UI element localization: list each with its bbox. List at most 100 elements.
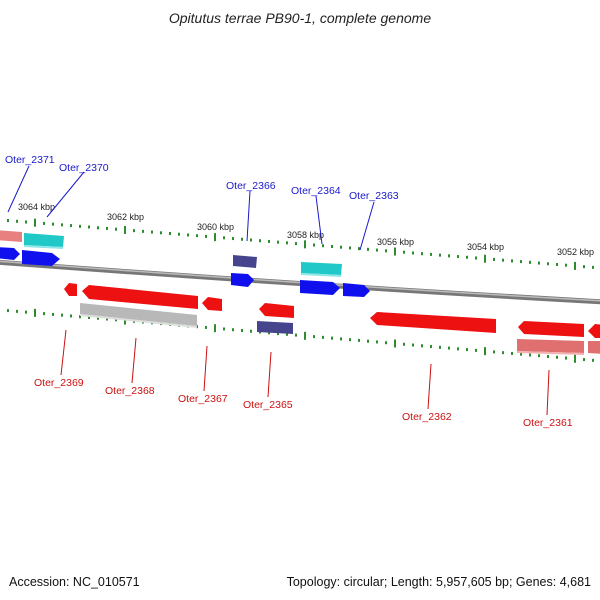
- upper-tick: [574, 261, 576, 270]
- upper-tick: [97, 226, 99, 230]
- upper-tick: [259, 239, 261, 243]
- upper-tick: [475, 256, 477, 260]
- lower-tick: [394, 339, 396, 348]
- upper-tick: [241, 237, 243, 241]
- leader-oter-2368: [131, 337, 137, 384]
- feature-oter-2361-cds: [518, 321, 584, 337]
- scale-label-3054: 3054 kbp: [467, 242, 504, 252]
- feature-oter-2370-rna: [24, 233, 64, 247]
- lower-tick: [565, 356, 567, 360]
- upper-tick: [223, 236, 225, 240]
- lower-tick: [520, 352, 522, 356]
- upper-tick: [403, 250, 405, 254]
- lower-tick: [448, 346, 450, 350]
- upper-tick: [313, 243, 315, 247]
- lower-tick: [79, 315, 81, 319]
- lower-tick: [349, 338, 351, 342]
- upper-tick: [583, 265, 585, 269]
- upper-tick: [295, 242, 297, 246]
- gene-label-oter-2371: Oter_2371: [5, 154, 55, 166]
- gene-label-oter-2367: Oter_2367: [178, 393, 228, 405]
- gene-label-oter-2365: Oter_2365: [243, 399, 293, 411]
- lower-tick: [205, 325, 207, 329]
- upper-tick: [538, 261, 540, 265]
- lower-tick: [268, 331, 270, 335]
- lower-tick: [493, 350, 495, 354]
- upper-tick: [502, 258, 504, 262]
- lower-tick: [313, 335, 315, 339]
- lower-tick: [466, 348, 468, 352]
- lower-tick: [25, 310, 27, 314]
- upper-tick: [457, 255, 459, 259]
- feature-oter-2361b-cds: [588, 324, 600, 338]
- leader-oter-2364: [315, 195, 323, 245]
- upper-tick: [196, 234, 198, 238]
- scale-label-3056: 3056 kbp: [377, 237, 414, 247]
- feature-oter-2364-rna: [301, 262, 342, 275]
- lower-tick: [358, 338, 360, 342]
- lower-tick-track: [7, 308, 594, 363]
- feature-oter-2363-cds: [343, 283, 370, 297]
- upper-tick: [187, 233, 189, 237]
- feature-oter-2367-cds: [202, 297, 222, 311]
- upper-tick: [349, 246, 351, 250]
- leader-oter-2367: [203, 345, 208, 392]
- lower-tick: [97, 316, 99, 320]
- upper-tick: [115, 227, 117, 231]
- lower-tick: [322, 335, 324, 339]
- lower-tick: [376, 340, 378, 344]
- leader-oter-2365: [267, 351, 272, 398]
- gene-label-oter-2363: Oter_2363: [349, 190, 399, 202]
- lower-tick: [295, 333, 297, 337]
- upper-tick-track: [7, 218, 594, 270]
- upper-tick: [421, 252, 423, 256]
- upper-tick: [88, 225, 90, 229]
- upper-tick: [367, 247, 369, 251]
- lower-tick: [61, 313, 63, 317]
- lower-tick: [286, 332, 288, 336]
- lower-tick: [430, 345, 432, 349]
- upper-tick: [547, 262, 549, 266]
- upper-tick: [205, 234, 207, 238]
- lower-tick: [304, 331, 306, 340]
- gene-label-oter-2364: Oter_2364: [291, 185, 341, 197]
- upper-tick: [133, 229, 135, 233]
- lower-tick: [574, 354, 576, 363]
- gene-label-oter-2368: Oter_2368: [105, 385, 155, 397]
- upper-tick: [511, 259, 513, 263]
- lower-tick: [457, 347, 459, 351]
- upper-tick: [529, 260, 531, 264]
- upper-tick: [277, 240, 279, 244]
- lower-tick: [385, 341, 387, 345]
- upper-tick: [556, 262, 558, 266]
- scale-label-3052: 3052 kbp: [557, 247, 594, 257]
- upper-tick: [124, 225, 126, 234]
- upper-tick: [592, 265, 594, 269]
- upper-tick: [70, 224, 72, 228]
- feature-oter-2361-pink: [517, 339, 584, 353]
- feature-oter-2371-cds: [0, 247, 20, 260]
- feature-oter-2362-cds: [370, 312, 496, 333]
- feature-oter-2364-cds: [300, 280, 340, 295]
- genome-title: Opitutus terrae PB90-1, complete genome: [168, 10, 432, 26]
- upper-tick: [52, 222, 54, 226]
- lower-tick: [43, 312, 45, 316]
- lower-tick: [412, 343, 414, 347]
- upper-tick: [385, 249, 387, 253]
- feature-oter-2366-pseudo: [233, 255, 257, 268]
- lower-tick: [34, 308, 36, 317]
- lower-tick: [241, 328, 243, 332]
- upper-tick: [394, 247, 396, 256]
- lower-tick: [484, 347, 486, 356]
- leader-oter-2362: [427, 363, 432, 410]
- feature-oter-2368-cds: [82, 285, 198, 309]
- upper-tick: [448, 254, 450, 258]
- gene-label-oter-2370: Oter_2370: [59, 162, 109, 174]
- leader-oter-2369: [60, 329, 67, 376]
- feature-oter-2368-gray: [80, 303, 197, 326]
- lower-tick: [547, 354, 549, 358]
- upper-tick: [322, 244, 324, 248]
- lower-tick: [583, 358, 585, 362]
- upper-tick: [304, 240, 306, 249]
